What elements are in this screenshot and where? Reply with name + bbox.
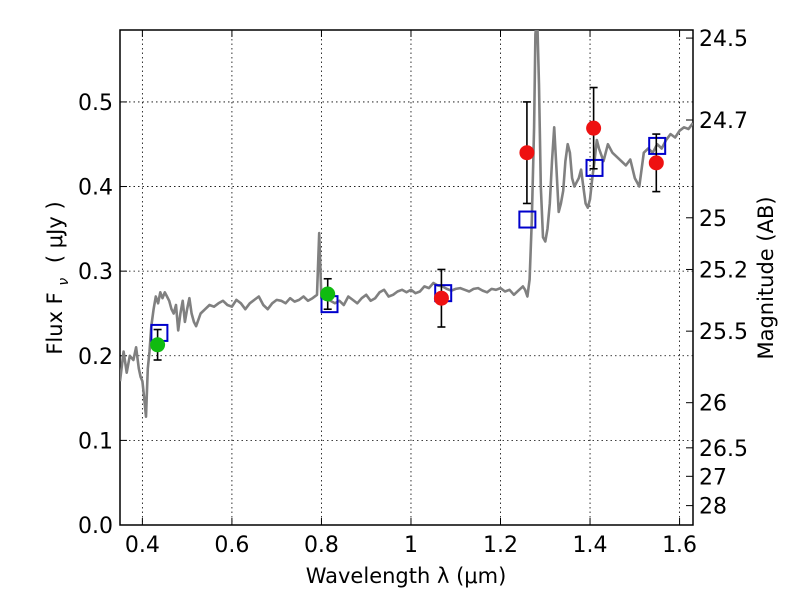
x-tick-label: 0.6 (214, 533, 249, 558)
model-band-square (648, 136, 667, 155)
grid (120, 30, 693, 526)
y2-tick-label: 24.7 (699, 109, 748, 134)
y-axis-label-subscript: ν (56, 278, 72, 286)
y2-tick-label: 26.5 (699, 437, 748, 462)
y-axis-label-main: Flux F (43, 292, 67, 354)
observed-point-green (320, 286, 336, 302)
x-tick-label: 1.6 (662, 533, 697, 558)
y2-tick-label: 26 (699, 392, 727, 417)
y-axis-label: Flux F ν ( μJy ) (43, 201, 73, 354)
y-tick-label: 0.4 (78, 176, 113, 201)
y2-axis-label: Magnitude (AB) (754, 196, 778, 359)
observed-point-green (150, 337, 166, 353)
y2-tick-label: 24.5 (699, 27, 748, 52)
observed-point-red (519, 145, 535, 161)
model-band-square (585, 158, 604, 177)
x-tick-label: 1 (404, 533, 418, 558)
plot-area (120, 30, 693, 418)
y2-tick-label: 28 (699, 495, 727, 520)
x-axis-label: Wavelength λ (μm) (306, 564, 507, 588)
axis-ticks: 0.4 0.6 0.8 1 1.2 1.4 1.6 0.0 0.1 0.2 0.3 0.4 0.5 24.… (78, 27, 748, 558)
y-tick-label: 0.5 (78, 91, 113, 116)
data-layer (120, 30, 693, 418)
y2-tick-label: 25.5 (699, 320, 748, 345)
plot-frame (119, 29, 694, 526)
y-axis-label-unit: ( μJy ) (43, 201, 67, 263)
x-tick-label: 0.4 (125, 533, 160, 558)
y-tick-label: 0.1 (78, 429, 113, 454)
x-tick-label: 1.4 (573, 533, 608, 558)
observed-point-red (433, 290, 449, 306)
x-tick-label: 0.8 (304, 533, 339, 558)
y-tick-label: 0.0 (78, 514, 113, 539)
x-tick-label: 1.2 (483, 533, 518, 558)
y2-tick-label: 25 (699, 207, 727, 232)
observed-point-red (648, 155, 664, 171)
observed-point-red (586, 120, 602, 136)
y2-tick-label: 27 (699, 465, 727, 490)
model-spectrum-line (120, 30, 693, 418)
y2-tick-label: 25.2 (699, 258, 748, 283)
y-tick-label: 0.2 (78, 345, 113, 370)
model-band-square (518, 210, 537, 229)
y-tick-label: 0.3 (78, 260, 113, 285)
